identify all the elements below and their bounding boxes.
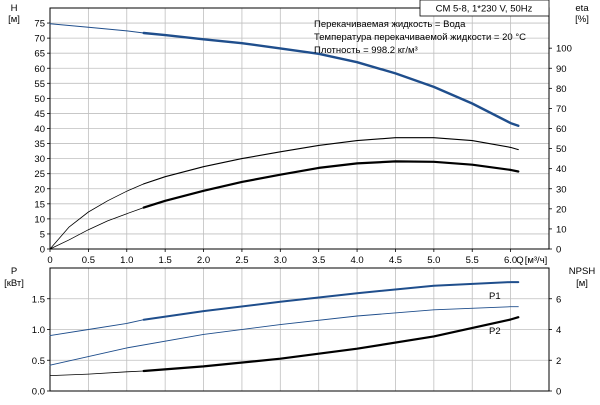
series-line-0-4 — [49, 207, 145, 250]
series-line-1-0 — [49, 319, 145, 337]
right-tick-label: 2 — [556, 356, 561, 367]
left-tick-label: 0 — [40, 245, 45, 256]
left-tick-label: 10 — [34, 214, 45, 225]
left-tick-label: 35 — [34, 139, 45, 150]
info-line: Температура перекачиваемой жидкости = 20… — [314, 32, 526, 43]
series-line-1-2 — [49, 306, 519, 366]
left-tick-label: 75 — [34, 19, 45, 30]
left-tick-label: 0.5 — [32, 356, 45, 367]
right-axis-label: NPSH — [569, 266, 596, 277]
right-tick-label: 20 — [556, 204, 567, 215]
x-tick-label: 2.0 — [197, 255, 210, 266]
x-tick-label: 0 — [47, 255, 52, 266]
right-tick-label: 30 — [556, 184, 567, 195]
series-line-1-1 — [142, 281, 520, 321]
series-line-1-3 — [49, 370, 145, 377]
left-tick-label: 45 — [34, 109, 45, 120]
left-tick-label: 1.0 — [32, 325, 45, 336]
left-tick-label: 70 — [34, 34, 45, 45]
right-tick-label: 70 — [556, 104, 567, 115]
right-tick-label: 0 — [556, 387, 561, 398]
info-line: Плотность = 998.2 кг/м³ — [314, 45, 418, 56]
right-tick-label: 40 — [556, 164, 567, 175]
p2-label: P2 — [489, 326, 501, 337]
series-line-0-2 — [49, 183, 145, 250]
right-axis-unit: [%] — [575, 14, 589, 25]
left-tick-label: 1.5 — [32, 294, 45, 305]
series-line-0-5 — [142, 160, 520, 209]
x-tick-label: 4.5 — [389, 255, 402, 266]
left-tick-label: 60 — [34, 64, 45, 75]
info-line: Перекачиваемая жидкость = Вода — [314, 19, 466, 30]
right-tick-label: 60 — [556, 124, 567, 135]
left-axis-label: P — [11, 266, 17, 277]
right-tick-label: 6 — [556, 294, 561, 305]
x-tick-label: 6.0 — [504, 255, 517, 266]
series-line-0-1 — [142, 31, 520, 128]
x-tick-label: 0.5 — [82, 255, 95, 266]
left-tick-label: 0.0 — [32, 387, 45, 398]
left-axis-unit: [кВт] — [4, 278, 24, 289]
left-tick-label: 40 — [34, 124, 45, 135]
x-axis-label: Q — [516, 255, 523, 266]
x-tick-label: 5.0 — [427, 255, 440, 266]
series-line-0-3 — [143, 137, 519, 185]
left-tick-label: 50 — [34, 94, 45, 105]
left-tick-label: 65 — [34, 49, 45, 60]
x-tick-label: 1.5 — [159, 255, 172, 266]
p1-label: P1 — [489, 291, 501, 302]
right-tick-label: 10 — [556, 224, 567, 235]
title-box — [419, 0, 550, 17]
x-tick-label: 5.5 — [466, 255, 479, 266]
left-tick-label: 30 — [34, 154, 45, 165]
right-tick-label: 50 — [556, 144, 567, 155]
right-tick-label: 80 — [556, 84, 567, 95]
left-axis-label: H — [11, 3, 18, 14]
series-line-0-0 — [49, 23, 145, 34]
right-tick-label: 100 — [556, 44, 572, 55]
x-tick-label: 2.5 — [235, 255, 248, 266]
left-axis-unit: [м] — [8, 14, 20, 25]
x-tick-label: 4.0 — [350, 255, 363, 266]
left-tick-label: 5 — [40, 229, 45, 240]
right-tick-label: 0 — [556, 245, 561, 256]
right-axis-unit: [м] — [576, 278, 588, 289]
left-tick-label: 20 — [34, 184, 45, 195]
right-tick-label: 90 — [556, 64, 567, 75]
x-tick-label: 3.5 — [312, 255, 325, 266]
right-tick-label: 4 — [556, 325, 561, 336]
series-line-1-4 — [142, 316, 520, 373]
x-axis-unit: [м³/ч] — [525, 255, 548, 266]
chart-title: CM 5-8, 1*230 V, 50Hz — [436, 4, 533, 15]
right-axis-label: eta — [575, 3, 589, 14]
left-tick-label: 25 — [34, 169, 45, 180]
x-tick-label: 1.0 — [120, 255, 133, 266]
left-tick-label: 55 — [34, 79, 45, 90]
x-tick-label: 3.0 — [274, 255, 287, 266]
left-tick-label: 15 — [34, 199, 45, 210]
